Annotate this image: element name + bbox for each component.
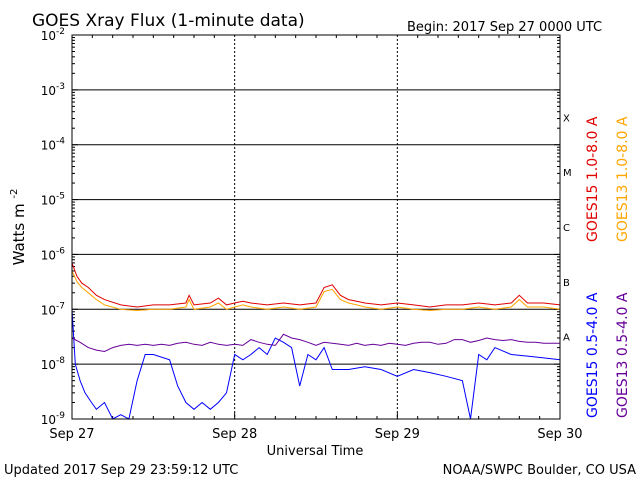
y-tick-label: 10-7 [41, 301, 65, 317]
y-tick-label: 10-6 [41, 246, 66, 262]
y-axis-label-text: Watts m [10, 203, 28, 265]
plot-frame [71, 34, 561, 420]
begin-label: Begin: 2017 Sep 27 0000 UTC [407, 20, 602, 35]
x-axis-label: Universal Time [267, 444, 364, 459]
legend-entry: GOES15 0.5-4.0 A [585, 292, 601, 418]
flare-class-label: C [563, 223, 570, 234]
y-tick-label: 10-8 [41, 356, 66, 372]
series-line-3 [71, 309, 561, 420]
series-lines [71, 262, 561, 420]
legend-entry: GOES13 1.0-8.0 A [615, 116, 631, 242]
flare-class-label: B [563, 278, 570, 289]
y-tick-label: 10-3 [41, 82, 65, 98]
y-tick-label: 10-9 [41, 411, 66, 427]
y-tick-label: 10-2 [41, 27, 65, 43]
y-axis-label: Watts m -2 [9, 189, 28, 266]
plot-border [71, 34, 561, 420]
legend-entry: GOES13 0.5-4.0 A [615, 292, 631, 418]
x-tick-label: Sep 28 [212, 427, 257, 442]
flare-class-label: M [563, 168, 572, 179]
legend: GOES15 1.0-8.0 A GOES13 1.0-8.0 A GOES15 0… [585, 116, 631, 418]
legend-entry: GOES15 1.0-8.0 A [585, 116, 601, 242]
y-tick-label: 10-5 [41, 192, 65, 208]
flare-class-label: X [563, 113, 570, 124]
y-axis-label-exp: -2 [9, 189, 20, 199]
chart-title: GOES Xray Flux (1-minute data) [32, 11, 305, 31]
x-tick-label: Sep 27 [49, 427, 94, 442]
svg-text:Watts m -2: Watts m -2 [9, 189, 28, 266]
flare-class-labels: X M C B A [563, 113, 572, 343]
y-tick-label: 10-4 [41, 137, 66, 153]
flare-class-label: A [563, 333, 570, 344]
updated-text: Updated 2017 Sep 29 23:59:12 UTC [4, 463, 238, 478]
x-tick-label: Sep 30 [537, 427, 582, 442]
series-line-2 [71, 270, 561, 312]
series-line-1 [71, 262, 561, 308]
credit-text: NOAA/SWPC Boulder, CO USA [443, 463, 636, 478]
x-tick-label: Sep 29 [375, 427, 420, 442]
series-line-4 [71, 333, 560, 353]
